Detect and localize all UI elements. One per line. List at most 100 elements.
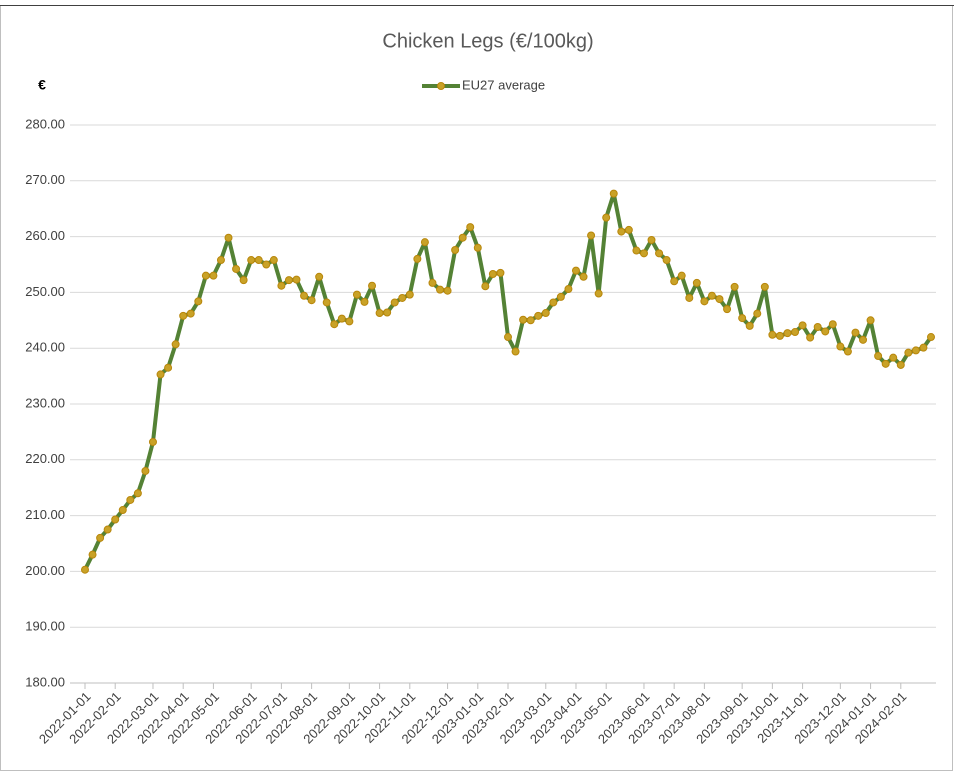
data-point xyxy=(730,282,739,291)
data-point xyxy=(186,309,195,318)
data-point xyxy=(375,309,384,318)
data-point xyxy=(352,290,361,299)
data-point xyxy=(96,533,105,542)
data-point xyxy=(639,249,648,258)
data-point xyxy=(201,271,210,280)
data-point xyxy=(534,311,543,320)
data-point xyxy=(315,272,324,281)
y-axis-label: € xyxy=(38,77,46,93)
data-point xyxy=(677,271,686,280)
data-point xyxy=(541,309,550,318)
data-point xyxy=(579,272,588,281)
data-point xyxy=(473,243,482,252)
y-tick-label: 260.00 xyxy=(25,228,65,243)
data-point xyxy=(519,315,528,324)
data-point xyxy=(655,249,664,258)
data-point xyxy=(141,466,150,475)
data-point xyxy=(753,309,762,318)
data-point xyxy=(647,235,656,244)
data-point xyxy=(111,515,120,524)
data-point xyxy=(345,317,354,326)
data-point xyxy=(488,269,497,278)
data-point xyxy=(768,330,777,339)
data-point xyxy=(458,233,467,242)
data-point xyxy=(549,298,558,307)
data-point xyxy=(609,189,618,198)
data-point xyxy=(511,347,520,356)
data-point xyxy=(504,333,512,342)
data-point xyxy=(685,293,694,302)
y-tick-label: 200.00 xyxy=(25,563,65,578)
data-point xyxy=(813,322,822,331)
data-point xyxy=(632,246,641,255)
data-point xyxy=(164,363,173,372)
data-point xyxy=(919,343,928,352)
data-point xyxy=(413,254,422,263)
data-point xyxy=(300,291,309,300)
data-point xyxy=(911,346,920,355)
chart-title: Chicken Legs (€/100kg) xyxy=(382,30,593,52)
chart-frame xyxy=(0,5,953,771)
data-point xyxy=(284,276,293,285)
data-point xyxy=(307,296,316,305)
data-point xyxy=(791,328,800,337)
data-point xyxy=(760,282,769,291)
data-point xyxy=(292,275,301,284)
data-point xyxy=(277,281,286,290)
data-point xyxy=(360,297,369,306)
data-point xyxy=(798,321,807,330)
data-point xyxy=(481,282,490,291)
data-point xyxy=(451,245,460,254)
data-point xyxy=(775,331,784,340)
data-point xyxy=(126,495,135,504)
data-point xyxy=(806,333,815,342)
y-tick-label: 190.00 xyxy=(25,619,65,634)
data-point xyxy=(843,347,852,356)
data-point xyxy=(330,320,339,329)
data-point xyxy=(700,297,709,306)
data-point xyxy=(496,268,505,277)
y-tick-label: 210.00 xyxy=(25,507,65,522)
data-point xyxy=(337,314,346,323)
data-point xyxy=(783,329,792,338)
data-point xyxy=(322,298,331,307)
data-point xyxy=(156,370,165,379)
data-point xyxy=(745,321,754,330)
data-point xyxy=(556,292,565,301)
data-point xyxy=(405,290,414,299)
data-point xyxy=(851,328,860,337)
legend-label: EU27 average xyxy=(462,77,545,92)
data-point xyxy=(443,286,452,295)
data-point xyxy=(179,311,188,320)
data-point xyxy=(398,293,407,302)
data-point xyxy=(103,525,112,534)
data-point xyxy=(723,305,732,314)
data-point xyxy=(88,550,97,559)
data-point xyxy=(624,225,633,234)
data-point xyxy=(881,359,890,368)
data-point xyxy=(889,353,898,362)
data-point xyxy=(571,266,580,275)
data-point xyxy=(526,316,535,325)
y-tick-label: 230.00 xyxy=(25,395,65,410)
data-point xyxy=(171,340,180,349)
data-point xyxy=(118,506,127,515)
data-point xyxy=(254,256,263,265)
data-point xyxy=(428,278,437,287)
y-tick-label: 250.00 xyxy=(25,284,65,299)
data-point xyxy=(390,298,399,307)
data-point xyxy=(707,291,716,300)
data-point xyxy=(859,335,868,344)
y-tick-label: 280.00 xyxy=(25,116,65,131)
data-point xyxy=(692,278,701,287)
data-point xyxy=(466,223,475,232)
data-point xyxy=(828,320,837,329)
data-point xyxy=(715,295,724,304)
data-point xyxy=(836,342,845,351)
data-point xyxy=(148,437,157,446)
data-point xyxy=(564,285,573,294)
data-point xyxy=(133,489,142,498)
y-tick-label: 180.00 xyxy=(25,674,65,689)
data-point xyxy=(436,285,445,294)
